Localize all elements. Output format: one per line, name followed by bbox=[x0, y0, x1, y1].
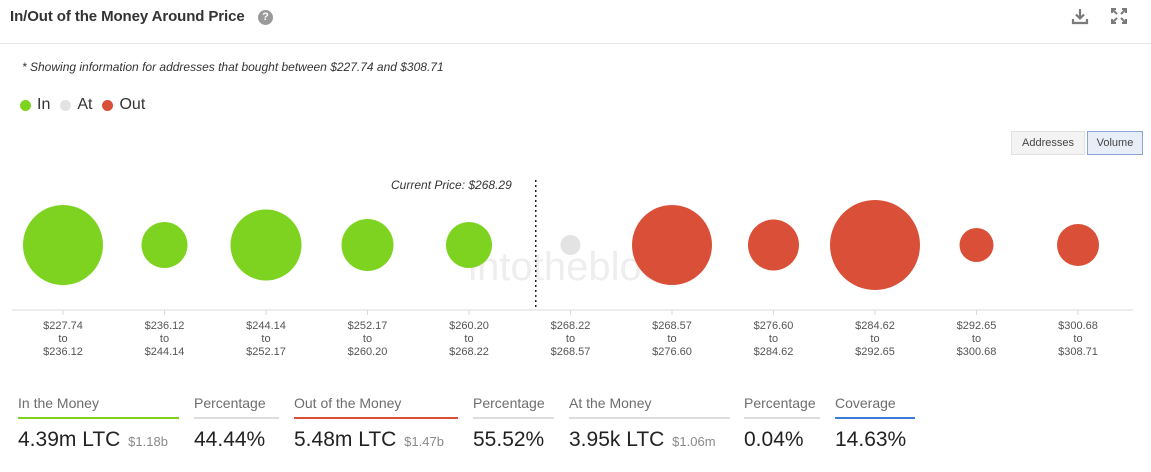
bubble-out bbox=[632, 205, 712, 285]
bubble-out bbox=[748, 219, 799, 271]
tick-label-low: $268.22 bbox=[551, 320, 591, 332]
tick-label-low: $252.17 bbox=[348, 320, 388, 332]
tick-label-to: to bbox=[1073, 333, 1082, 345]
bubble-in bbox=[23, 205, 103, 285]
bubble-out bbox=[830, 200, 920, 290]
tick-label-low: $260.20 bbox=[449, 320, 489, 332]
tick-label-to: to bbox=[261, 333, 270, 345]
stat-label: In the Money bbox=[18, 395, 179, 419]
tick-label-to: to bbox=[58, 333, 67, 345]
stat-value-main: 0.04% bbox=[744, 428, 804, 451]
stat-out-of-the-money: Out of the Money 5.48m LTC $1.47b bbox=[294, 395, 458, 452]
tick-label-to: to bbox=[769, 333, 778, 345]
volume-toggle-button[interactable]: Volume bbox=[1087, 131, 1143, 155]
tick-label-to: to bbox=[566, 333, 575, 345]
tick-label-high: $292.65 bbox=[855, 346, 895, 358]
tick-label-high: $268.57 bbox=[551, 346, 591, 358]
bubble-at bbox=[560, 235, 581, 255]
tick-label-low: $227.74 bbox=[43, 320, 83, 332]
legend-label-in: In bbox=[37, 96, 51, 113]
question-circle-icon[interactable]: ? bbox=[258, 10, 273, 25]
stat-value: 5.48m LTC $1.47b bbox=[294, 428, 458, 452]
tick-label-high: $284.62 bbox=[754, 346, 794, 358]
bubble-in bbox=[341, 219, 394, 271]
tick-label-high: $236.12 bbox=[43, 346, 83, 358]
legend-item-at[interactable]: At bbox=[60, 96, 92, 114]
tick-label-high: $268.22 bbox=[449, 346, 489, 358]
bubble-in bbox=[446, 222, 492, 268]
stat-value-main: 4.39m LTC bbox=[18, 428, 121, 451]
legend-dot-out bbox=[102, 99, 114, 111]
stat-label: Percentage bbox=[744, 395, 820, 419]
tick-label-high: $300.68 bbox=[957, 346, 997, 358]
stat-value: 4.39m LTC $1.18b bbox=[18, 428, 179, 452]
legend-dot-at bbox=[60, 99, 72, 111]
legend: In At Out bbox=[20, 96, 155, 114]
tick-label-to: to bbox=[667, 333, 676, 345]
bubble-out bbox=[959, 228, 994, 262]
range-note: * Showing information for addresses that… bbox=[22, 60, 444, 74]
stat-value-usd: $1.47b bbox=[404, 434, 444, 449]
stat-label: Coverage bbox=[835, 395, 915, 419]
stat-coverage: Coverage 14.63% bbox=[835, 395, 915, 452]
stat-in-percentage: Percentage 44.44% bbox=[194, 395, 279, 452]
tick-label-low: $268.57 bbox=[652, 320, 692, 332]
tick-label-high: $308.71 bbox=[1058, 346, 1098, 358]
tick-label-low: $236.12 bbox=[145, 320, 185, 332]
tick-label-to: to bbox=[464, 333, 473, 345]
stat-value-usd: $1.18b bbox=[128, 434, 168, 449]
tick-label-low: $244.14 bbox=[246, 320, 286, 332]
tick-label-high: $244.14 bbox=[145, 346, 185, 358]
stat-value-main: 14.63% bbox=[835, 428, 907, 451]
stat-at-the-money: At the Money 3.95k LTC $1.06m bbox=[569, 395, 730, 452]
tick-label-to: to bbox=[972, 333, 981, 345]
legend-item-in[interactable]: In bbox=[20, 96, 50, 114]
download-icon[interactable] bbox=[1070, 6, 1090, 26]
stat-in-the-money: In the Money 4.39m LTC $1.18b bbox=[18, 395, 179, 452]
stat-value-main: 44.44% bbox=[194, 428, 266, 451]
stat-at-percentage: Percentage 0.04% bbox=[744, 395, 820, 452]
bubble-in bbox=[141, 222, 188, 268]
tick-label-low: $276.60 bbox=[754, 320, 794, 332]
current-price-label: Current Price: $268.29 bbox=[391, 178, 512, 192]
bubble-out bbox=[1057, 224, 1099, 266]
tick-label-to: to bbox=[160, 333, 169, 345]
stat-value-main: 55.52% bbox=[473, 428, 545, 451]
stat-value: 3.95k LTC $1.06m bbox=[569, 428, 730, 452]
stat-value-main: 5.48m LTC bbox=[294, 428, 397, 451]
stat-label: Percentage bbox=[473, 395, 554, 419]
stat-label: Out of the Money bbox=[294, 395, 458, 419]
bubble-chart: intotheblock$227.74to$236.12$236.12to$24… bbox=[12, 178, 1133, 358]
bubble-in bbox=[230, 209, 302, 281]
stat-out-percentage: Percentage 55.52% bbox=[473, 395, 554, 452]
tick-label-to: to bbox=[363, 333, 372, 345]
chart-header: In/Out of the Money Around Price ? bbox=[0, 0, 1151, 44]
tick-label-low: $292.65 bbox=[957, 320, 997, 332]
expand-icon[interactable] bbox=[1109, 6, 1129, 26]
tick-label-high: $252.17 bbox=[246, 346, 286, 358]
legend-label-out: Out bbox=[119, 96, 146, 113]
tick-label-low: $284.62 bbox=[855, 320, 895, 332]
tick-label-low: $300.68 bbox=[1058, 320, 1098, 332]
tick-label-to: to bbox=[870, 333, 879, 345]
stat-label: At the Money bbox=[569, 395, 730, 419]
legend-dot-in bbox=[20, 99, 31, 111]
tick-label-high: $276.60 bbox=[652, 346, 692, 358]
tick-label-high: $260.20 bbox=[348, 346, 388, 358]
chart-title: In/Out of the Money Around Price bbox=[10, 8, 245, 25]
stat-label: Percentage bbox=[194, 395, 279, 419]
stat-value-main: 3.95k LTC bbox=[569, 428, 665, 451]
legend-item-out[interactable]: Out bbox=[102, 96, 145, 114]
stat-value-usd: $1.06m bbox=[672, 434, 716, 449]
legend-label-at: At bbox=[77, 96, 93, 113]
addresses-toggle-button[interactable]: Addresses bbox=[1011, 131, 1085, 155]
